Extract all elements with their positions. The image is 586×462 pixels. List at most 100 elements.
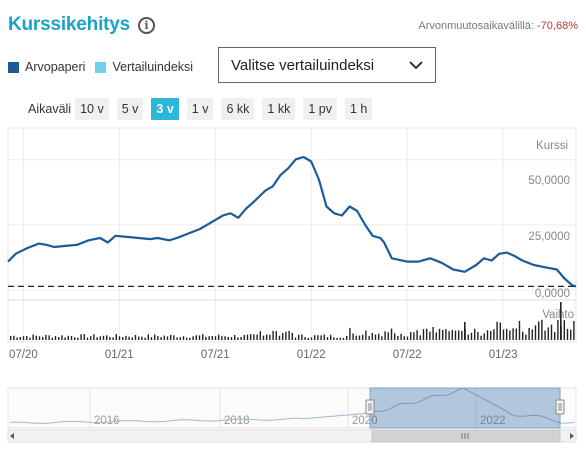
volume-bar: [374, 334, 377, 340]
volume-bar: [499, 322, 501, 340]
volume-bar: [390, 328, 393, 340]
range-option-1[interactable]: 5 v: [116, 98, 144, 120]
volume-bar: [515, 328, 517, 340]
range-option-3[interactable]: 1 v: [186, 98, 214, 120]
legend-swatch-security: [8, 61, 19, 73]
volume-bar: [262, 335, 265, 340]
legend-swatch-index: [95, 61, 107, 73]
scroll-left-icon[interactable]: [10, 433, 14, 439]
volume-bar: [278, 335, 281, 340]
volume-bar: [147, 334, 149, 340]
volume-bar: [566, 328, 569, 340]
x-tick-label-4: 07/22: [393, 349, 422, 361]
x-tick-label-3: 01/22: [297, 349, 326, 361]
volume-bar: [90, 336, 92, 340]
compare-index-select[interactable]: Valitse vertailuindeksi: [218, 47, 436, 83]
y-tick-label-0: 0,0000: [535, 288, 570, 300]
volume-bar: [445, 328, 447, 340]
volume-bar: [218, 334, 220, 340]
volume-bar: [256, 334, 258, 340]
navigator-tick-label-3: 2022: [480, 415, 506, 427]
volume-bar: [378, 333, 380, 340]
volume-bar: [269, 334, 271, 340]
volume-bar: [102, 335, 105, 340]
volume-bar: [150, 337, 153, 340]
volume-bar: [429, 331, 431, 340]
volume-bar: [19, 337, 21, 340]
volume-bar: [544, 330, 546, 340]
volume-bar: [531, 329, 533, 340]
y-axis-title: Kurssi: [536, 140, 568, 152]
range-option-4[interactable]: 6 kk: [221, 98, 255, 120]
volume-bar: [435, 332, 437, 340]
volume-bar: [253, 334, 255, 340]
volume-bar: [227, 336, 229, 340]
volume-bar: [547, 327, 549, 340]
navigator-tick-label-1: 2018: [224, 415, 250, 427]
info-icon[interactable]: i: [138, 16, 156, 34]
volume-bar: [400, 333, 402, 340]
navigator-handle-0[interactable]: [365, 399, 375, 415]
volume-bar: [458, 330, 460, 340]
volume-bar: [80, 334, 82, 340]
volume-bar: [42, 336, 44, 340]
volume-bar: [26, 335, 28, 340]
volume-bar: [22, 336, 25, 340]
volume-bar: [394, 333, 396, 340]
y-tick-label-1: 25,0000: [528, 231, 570, 243]
volume-bar: [38, 336, 41, 340]
volume-bar: [362, 334, 364, 340]
page-title: Kurssikehitys: [8, 14, 131, 35]
legend-item-security[interactable]: Arvopaperi: [8, 60, 85, 74]
volume-bar: [451, 329, 453, 340]
volume-bar: [214, 336, 217, 340]
volume-bar: [403, 336, 405, 340]
volume-bar: [237, 337, 239, 340]
volume-bar: [243, 334, 245, 340]
volume-bar: [285, 331, 287, 340]
volume-bar: [467, 334, 469, 340]
volume-bar: [358, 335, 361, 340]
volume-bar: [131, 337, 133, 340]
volume-bar: [528, 327, 530, 340]
value-change: Arvonmuutosaikavälillä: -70,68%: [418, 20, 578, 32]
scrollbar-thumb[interactable]: [371, 429, 561, 443]
range-option-2[interactable]: 3 v: [151, 98, 179, 120]
value-change-value: -70,68%: [537, 20, 578, 32]
compare-index-value: Valitse vertailuindeksi: [231, 56, 375, 74]
volume-bar: [298, 334, 300, 340]
volume-bar: [118, 336, 121, 340]
navigator-tick-label-2: 2020: [352, 415, 378, 427]
volume-bar: [406, 336, 409, 340]
range-option-7[interactable]: 1 h: [345, 98, 373, 120]
volume-bar: [179, 337, 181, 340]
volume-bar: [54, 336, 57, 340]
volume-bar: [461, 330, 463, 340]
scroll-right-icon[interactable]: [570, 433, 574, 439]
volume-bar: [70, 336, 73, 340]
volume-bar: [416, 330, 418, 340]
volume-bar: [442, 329, 444, 340]
volume-bar: [333, 337, 335, 340]
volume-bar: [141, 336, 143, 340]
volume-bar: [422, 329, 425, 340]
volume-bar: [336, 337, 338, 340]
volume-bar: [182, 336, 185, 340]
volume-bar: [371, 333, 373, 340]
volume-bar: [86, 337, 89, 340]
legend-item-index[interactable]: Vertailuindeksi: [95, 60, 193, 74]
volume-bar: [61, 335, 63, 340]
volume-bar: [339, 337, 341, 340]
volume-bar: [525, 334, 527, 340]
volume-bar: [288, 330, 290, 340]
volume-bar: [330, 334, 332, 340]
range-option-0[interactable]: 10 v: [75, 98, 109, 120]
scrollbar-grip-icon: [461, 433, 469, 439]
navigator-handle-1[interactable]: [555, 399, 565, 415]
range-option-6[interactable]: 1 pv: [303, 98, 337, 120]
volume-bar: [154, 334, 156, 340]
volume-bar: [342, 337, 345, 340]
range-option-5[interactable]: 1 kk: [262, 98, 296, 120]
volume-bar: [454, 330, 457, 340]
x-tick-label-5: 01/23: [489, 349, 518, 361]
